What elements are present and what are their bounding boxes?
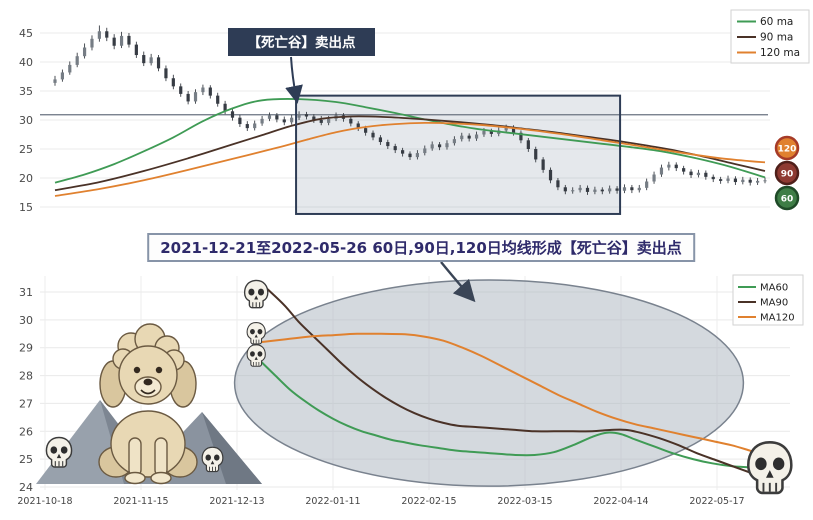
- poodle-face: [133, 366, 163, 386]
- callout-arrow: [285, 56, 303, 104]
- y-tick-label: 30: [19, 114, 33, 127]
- ma-badge-90: 90: [774, 160, 800, 186]
- legend-label: 120 ma: [760, 47, 800, 59]
- candlesticks: [53, 25, 767, 195]
- legend-label: MA120: [760, 313, 795, 324]
- death-valley-ellipse: [233, 279, 745, 487]
- x-tick-label: 2022-04-14: [593, 496, 648, 507]
- mountain-right-shade: [202, 412, 262, 484]
- ma-line-120ma: [54, 121, 766, 197]
- bottom-chart-svg: MA60 MA90 MA120 24 25 26 27 28 29 30 31 2021-10-18…: [17, 261, 804, 507]
- ma-line-MA60: [260, 360, 770, 470]
- poodle-illustration: [98, 323, 198, 485]
- y-tick-label: 25: [19, 143, 33, 156]
- x-tick-label: 2021-12-13: [209, 496, 264, 507]
- y-tick-label: 24: [19, 481, 33, 494]
- poodle-leg: [128, 437, 142, 477]
- period-annotation: 2021-12-21至2022-05-26 60日,90日,120日均线形成【死…: [147, 233, 695, 262]
- bottom-highlight: [233, 279, 745, 487]
- x-tick-label: 2022-02-15: [401, 496, 456, 507]
- poodle-paw: [150, 471, 172, 485]
- x-tick-label: 2022-03-15: [497, 496, 552, 507]
- legend-label: MA60: [760, 283, 788, 294]
- ma-badge-60: 60: [774, 185, 800, 211]
- death-valley-box-border: [295, 94, 622, 215]
- skull-icon: [243, 279, 269, 309]
- callout-text: 【死亡谷】卖出点: [248, 34, 356, 51]
- bottom-legend: MA60 MA90 MA120: [732, 274, 804, 326]
- y-tick-label: 20: [19, 172, 33, 185]
- legend-label: MA90: [760, 298, 788, 309]
- y-tick-label: 27: [19, 397, 33, 410]
- x-tick-label: 2021-10-18: [17, 496, 72, 507]
- poodle-paw: [124, 471, 146, 485]
- y-tick-label: 28: [19, 370, 33, 383]
- poodle-eye: [133, 366, 141, 374]
- y-tick-label: 15: [19, 201, 33, 214]
- y-tick-label: 26: [19, 425, 33, 438]
- poodle-head: [118, 345, 178, 405]
- poodle-eye: [155, 366, 163, 374]
- x-tick-label: 2022-05-17: [689, 496, 744, 507]
- top-chart-svg: 15 20 25 30 35 40 45 120 90 60 60 ma 90 ma 120 ma 【死…: [19, 9, 810, 215]
- death-valley-highlight-box: [296, 95, 621, 214]
- death-valley-callout: 【死亡谷】卖出点: [228, 28, 375, 104]
- y-tick-label: 40: [19, 56, 33, 69]
- x-tick-label: 2021-11-15: [113, 496, 168, 507]
- bottom-ma-lines: [260, 282, 771, 481]
- legend-label: 60 ma: [760, 16, 793, 28]
- legend-label: 90 ma: [760, 32, 793, 44]
- badge-label: 120: [778, 145, 797, 155]
- top-gridlines: [40, 32, 770, 208]
- poodle-nose: [143, 378, 153, 386]
- y-tick-label: 30: [19, 314, 33, 327]
- y-tick-label: 35: [19, 85, 33, 98]
- top-plot-area: 15 20 25 30 35 40 45 120 90 60 60 ma 90 ma 120 ma: [19, 9, 810, 215]
- ma-line-MA120: [260, 332, 771, 458]
- top-legend: 60 ma 90 ma 120 ma: [730, 9, 810, 64]
- badge-label: 90: [781, 170, 794, 180]
- callout-box: [228, 28, 375, 56]
- ma-line-90ma: [54, 115, 766, 192]
- badge-label: 60: [781, 195, 794, 205]
- ma-line-MA90: [260, 282, 771, 481]
- y-tick-label: 45: [19, 27, 33, 40]
- y-tick-label: 31: [19, 286, 33, 299]
- y-tick-label: 29: [19, 342, 33, 355]
- ma-badge-120: 120: [774, 135, 800, 161]
- poodle-leg: [154, 437, 168, 477]
- poodle-mouth: [140, 389, 156, 395]
- poodle-body: [110, 410, 186, 478]
- bottom-axis-labels: 24 25 26 27 28 29 30 31 2021-10-18 2021-11-15 2021…: [17, 286, 744, 507]
- poodle-muzzle: [134, 376, 162, 398]
- y-tick-label: 25: [19, 453, 33, 466]
- annotation-arrow: [440, 261, 476, 303]
- skull-icon: [746, 441, 793, 495]
- x-tick-label: 2022-01-11: [305, 496, 360, 507]
